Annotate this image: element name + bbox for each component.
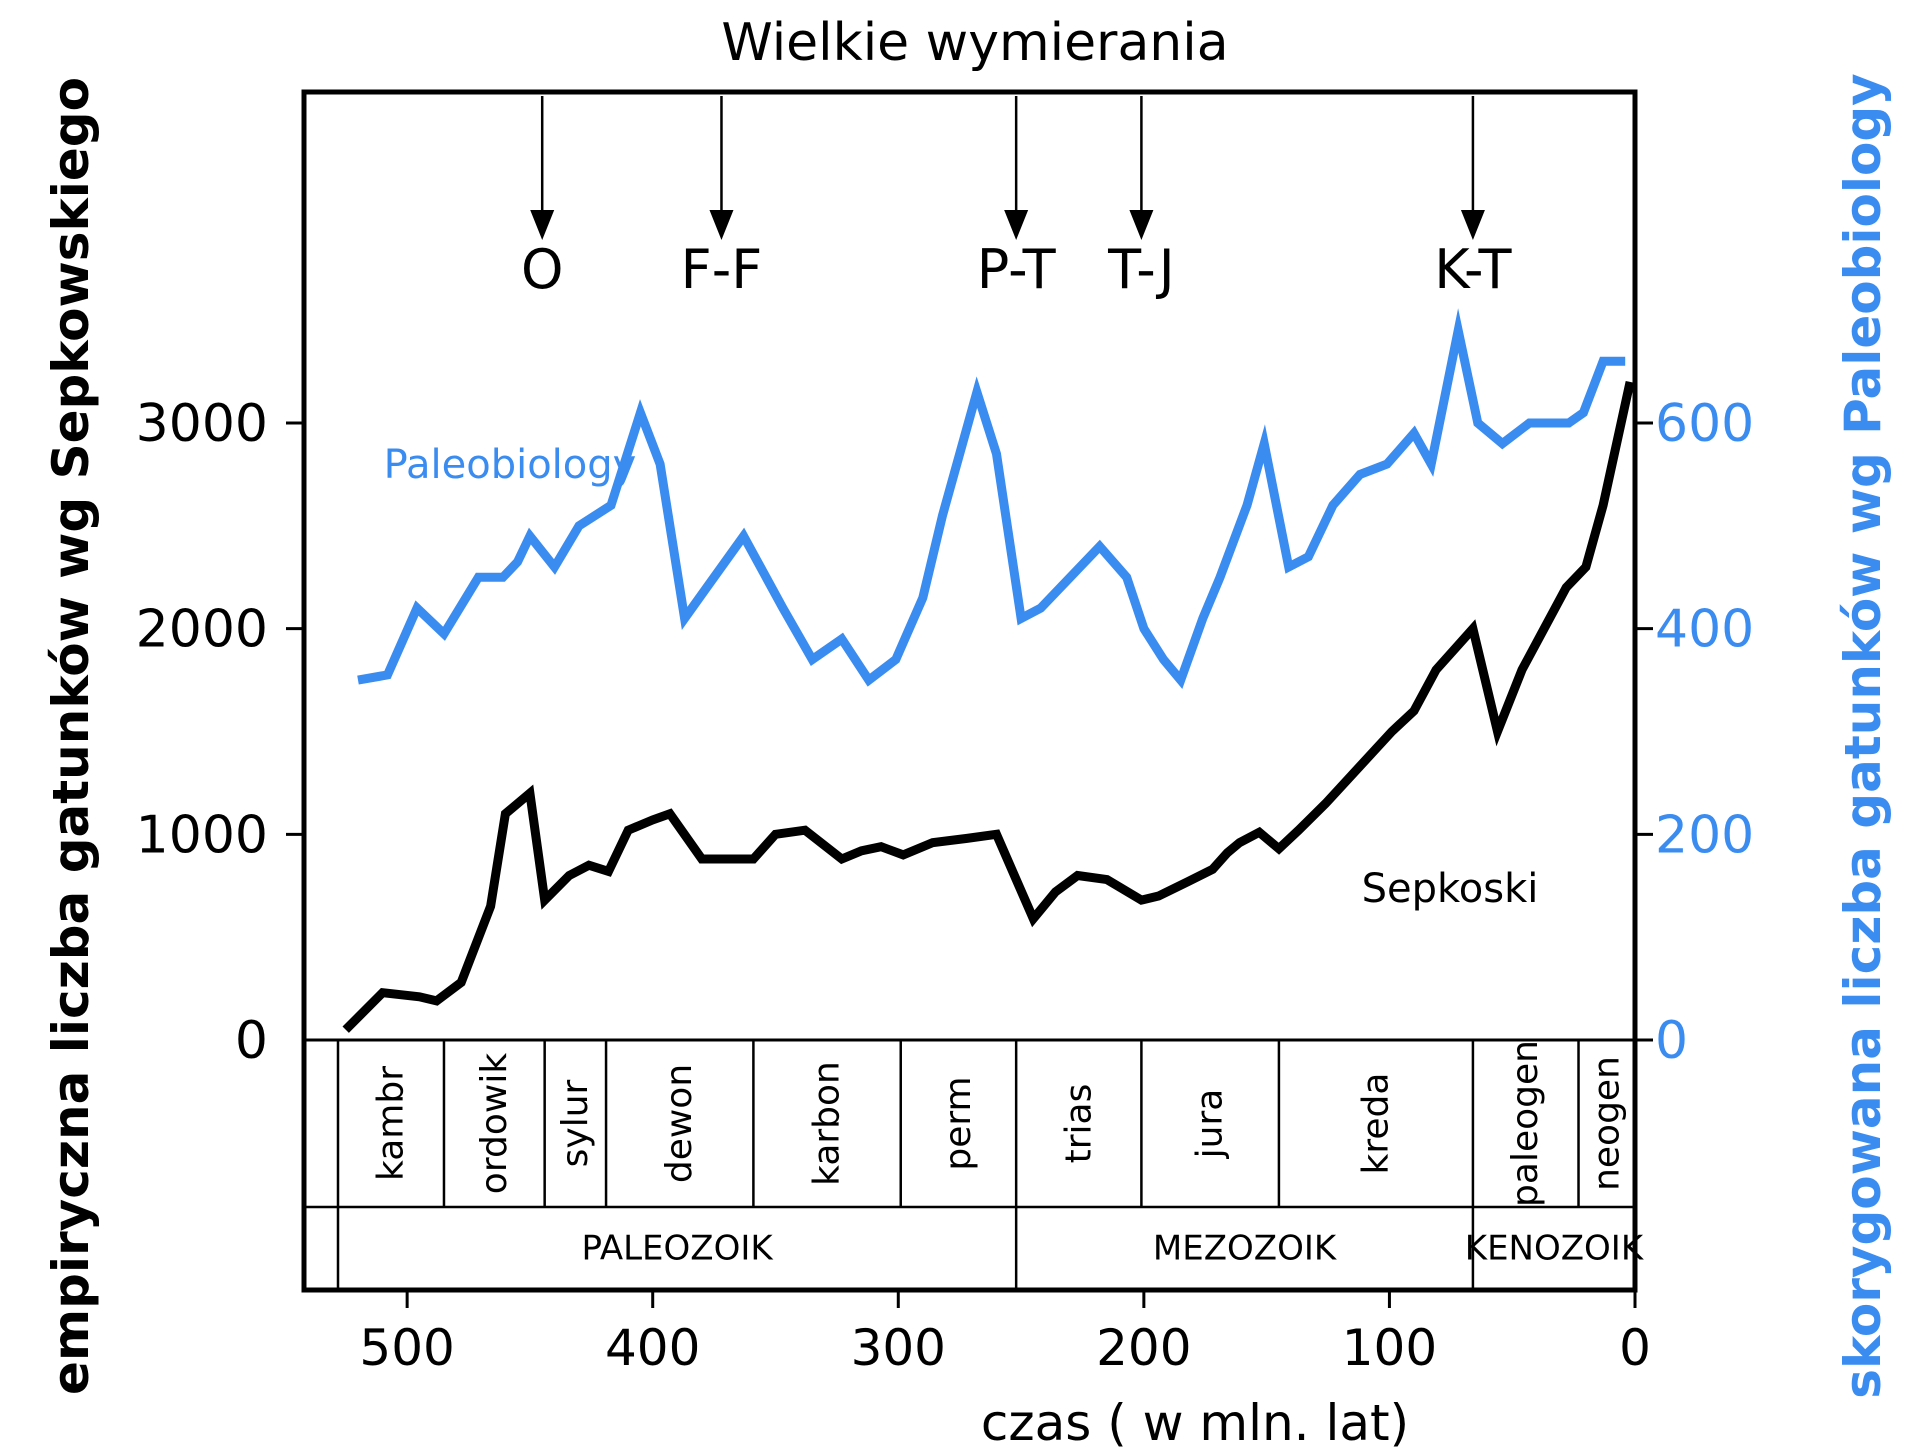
extinction-label-f-f: F-F (681, 238, 763, 301)
period-label-jura: jura (1190, 1089, 1231, 1160)
extinction-label-k-t: K-T (1434, 238, 1512, 301)
y-left-tick-label: 2000 (136, 600, 268, 660)
period-label-ordowik: ordowik (474, 1053, 515, 1195)
period-label-kreda: kreda (1355, 1073, 1396, 1175)
y-axis-left-label: empiryczna liczba gatunków wg Sepkowskie… (42, 77, 100, 1395)
extinction-label-o: O (521, 238, 564, 301)
period-label-trias: trias (1058, 1084, 1099, 1164)
period-label-sylur: sylur (555, 1079, 596, 1167)
y-left-tick-label: 3000 (136, 394, 268, 454)
period-label-paleogen: paleogen (1505, 1040, 1546, 1207)
x-tick-label: 300 (851, 1319, 946, 1377)
y-right-tick-label: 400 (1655, 600, 1754, 660)
extinction-arrowhead (1129, 210, 1154, 240)
y-right-tick-label: 200 (1655, 805, 1754, 865)
period-label-karbon: karbon (807, 1061, 848, 1186)
x-tick-label: 200 (1096, 1319, 1191, 1377)
period-label-perm: perm (938, 1076, 979, 1170)
period-label-dewon: dewon (659, 1064, 700, 1183)
y-left-tick-label: 1000 (136, 805, 268, 865)
extinction-arrowhead (530, 210, 555, 240)
x-tick-label: 400 (605, 1319, 700, 1377)
plot-frame (301, 89, 1638, 1293)
series-label-paleobiology: Paleobiology (384, 442, 637, 488)
x-axis-label: czas ( w mln. lat) (981, 1394, 1409, 1448)
axes-frame (301, 89, 1653, 1293)
extinction-label-t-j: T-J (1107, 238, 1174, 301)
series-label-sepkoski: Sepkoski (1362, 866, 1539, 912)
x-tick-label: 0 (1619, 1319, 1651, 1377)
y-axis-right-label: skorygowana liczba gatunków wg Paleobiol… (1834, 73, 1892, 1399)
extinction-arrowhead (1460, 210, 1485, 240)
y-right-tick-label: 0 (1655, 1011, 1688, 1071)
series-line-paleobiology (357, 308, 1626, 690)
extinction-markers: O F-F P-T T-J K-T (521, 96, 1513, 301)
x-tick-label: 100 (1342, 1319, 1437, 1377)
era-label-paleozoik: PALEOZOIK (582, 1229, 775, 1269)
period-label-kambr: kambr (370, 1066, 411, 1181)
y-left-tick-label: 0 (235, 1011, 268, 1071)
extinction-arrowhead (1004, 210, 1029, 240)
era-label-mezozoik: MEZOZOIK (1153, 1229, 1338, 1269)
x-tick-label: 500 (359, 1319, 454, 1377)
extinction-label-p-t: P-T (977, 238, 1057, 301)
chart-title: Wielkie wymierania (721, 13, 1228, 73)
series-layer: Paleobiology Sepkoski (342, 308, 1635, 1033)
series-line-sepkoski (342, 380, 1635, 1033)
era-label-kenozoik: KENOZOIK (1465, 1229, 1645, 1269)
extinction-arrowhead (709, 210, 734, 240)
geologic-timescale: kambr ordowik sylur dewon karbon perm trias jur… (304, 1040, 1645, 1290)
period-label-neogen: neogen (1586, 1056, 1627, 1191)
y-right-tick-label: 600 (1655, 394, 1754, 454)
